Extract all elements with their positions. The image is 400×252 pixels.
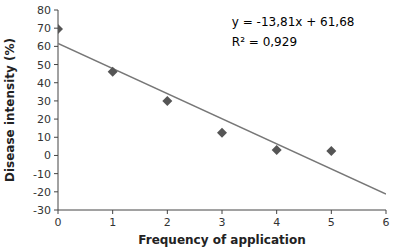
y-tick [54,137,58,138]
y-tick [54,191,58,192]
y-tick [54,46,58,47]
y-tick-label: 80 [37,4,51,17]
scatter-point [108,67,118,77]
y-tick [54,210,58,211]
y-tick-label: -10 [33,168,51,181]
plot-area [58,24,386,194]
y-tick-label: 60 [37,40,51,53]
y-axis-line [58,10,59,210]
y-tick [54,155,58,156]
y-tick [54,100,58,101]
y-tick-label: -30 [33,204,51,217]
y-tick-label: 0 [44,149,51,162]
y-axis-label: Disease intensity (%) [3,38,17,182]
y-tick-label: 40 [37,77,51,90]
scatter-point [272,145,282,155]
x-tick-label: 6 [383,216,390,229]
x-tick [167,210,168,214]
y-tick-label: 20 [37,113,51,126]
y-tick [54,64,58,65]
x-tick-label: 1 [109,216,116,229]
y-tick [54,173,58,174]
y-tick-label: 50 [37,59,51,72]
x-tick-label: 2 [164,216,171,229]
y-tick-label: -20 [33,186,51,199]
scatter-point [58,24,63,34]
y-tick-label: 10 [37,131,51,144]
y-tick-label: 70 [37,22,51,35]
chart: 0 1 2 3 4 5 6 -30 -20 -10 0 10 20 30 40 50 60 70 80 Frequen… [0,0,400,252]
x-tick [222,210,223,214]
scatter-point [326,146,336,156]
x-tick-label: 5 [328,216,335,229]
y-tick [54,119,58,120]
x-tick [331,210,332,214]
y-tick-label: 30 [37,95,51,108]
x-tick [386,210,387,214]
scatter-point [217,128,227,138]
regression-line [58,43,386,194]
y-tick [54,82,58,83]
x-tick-label: 0 [55,216,62,229]
x-axis-label: Frequency of application [138,233,305,247]
y-tick [54,28,58,29]
annotation: y = -13,81x + 61,68 [232,15,355,29]
x-tick-label: 3 [219,216,226,229]
x-tick [58,210,59,214]
x-tick [276,210,277,214]
y-tick [54,10,58,11]
annotation: R² = 0,929 [232,35,297,49]
scatter-point [162,96,172,106]
x-tick-label: 4 [273,216,280,229]
x-tick [112,210,113,214]
